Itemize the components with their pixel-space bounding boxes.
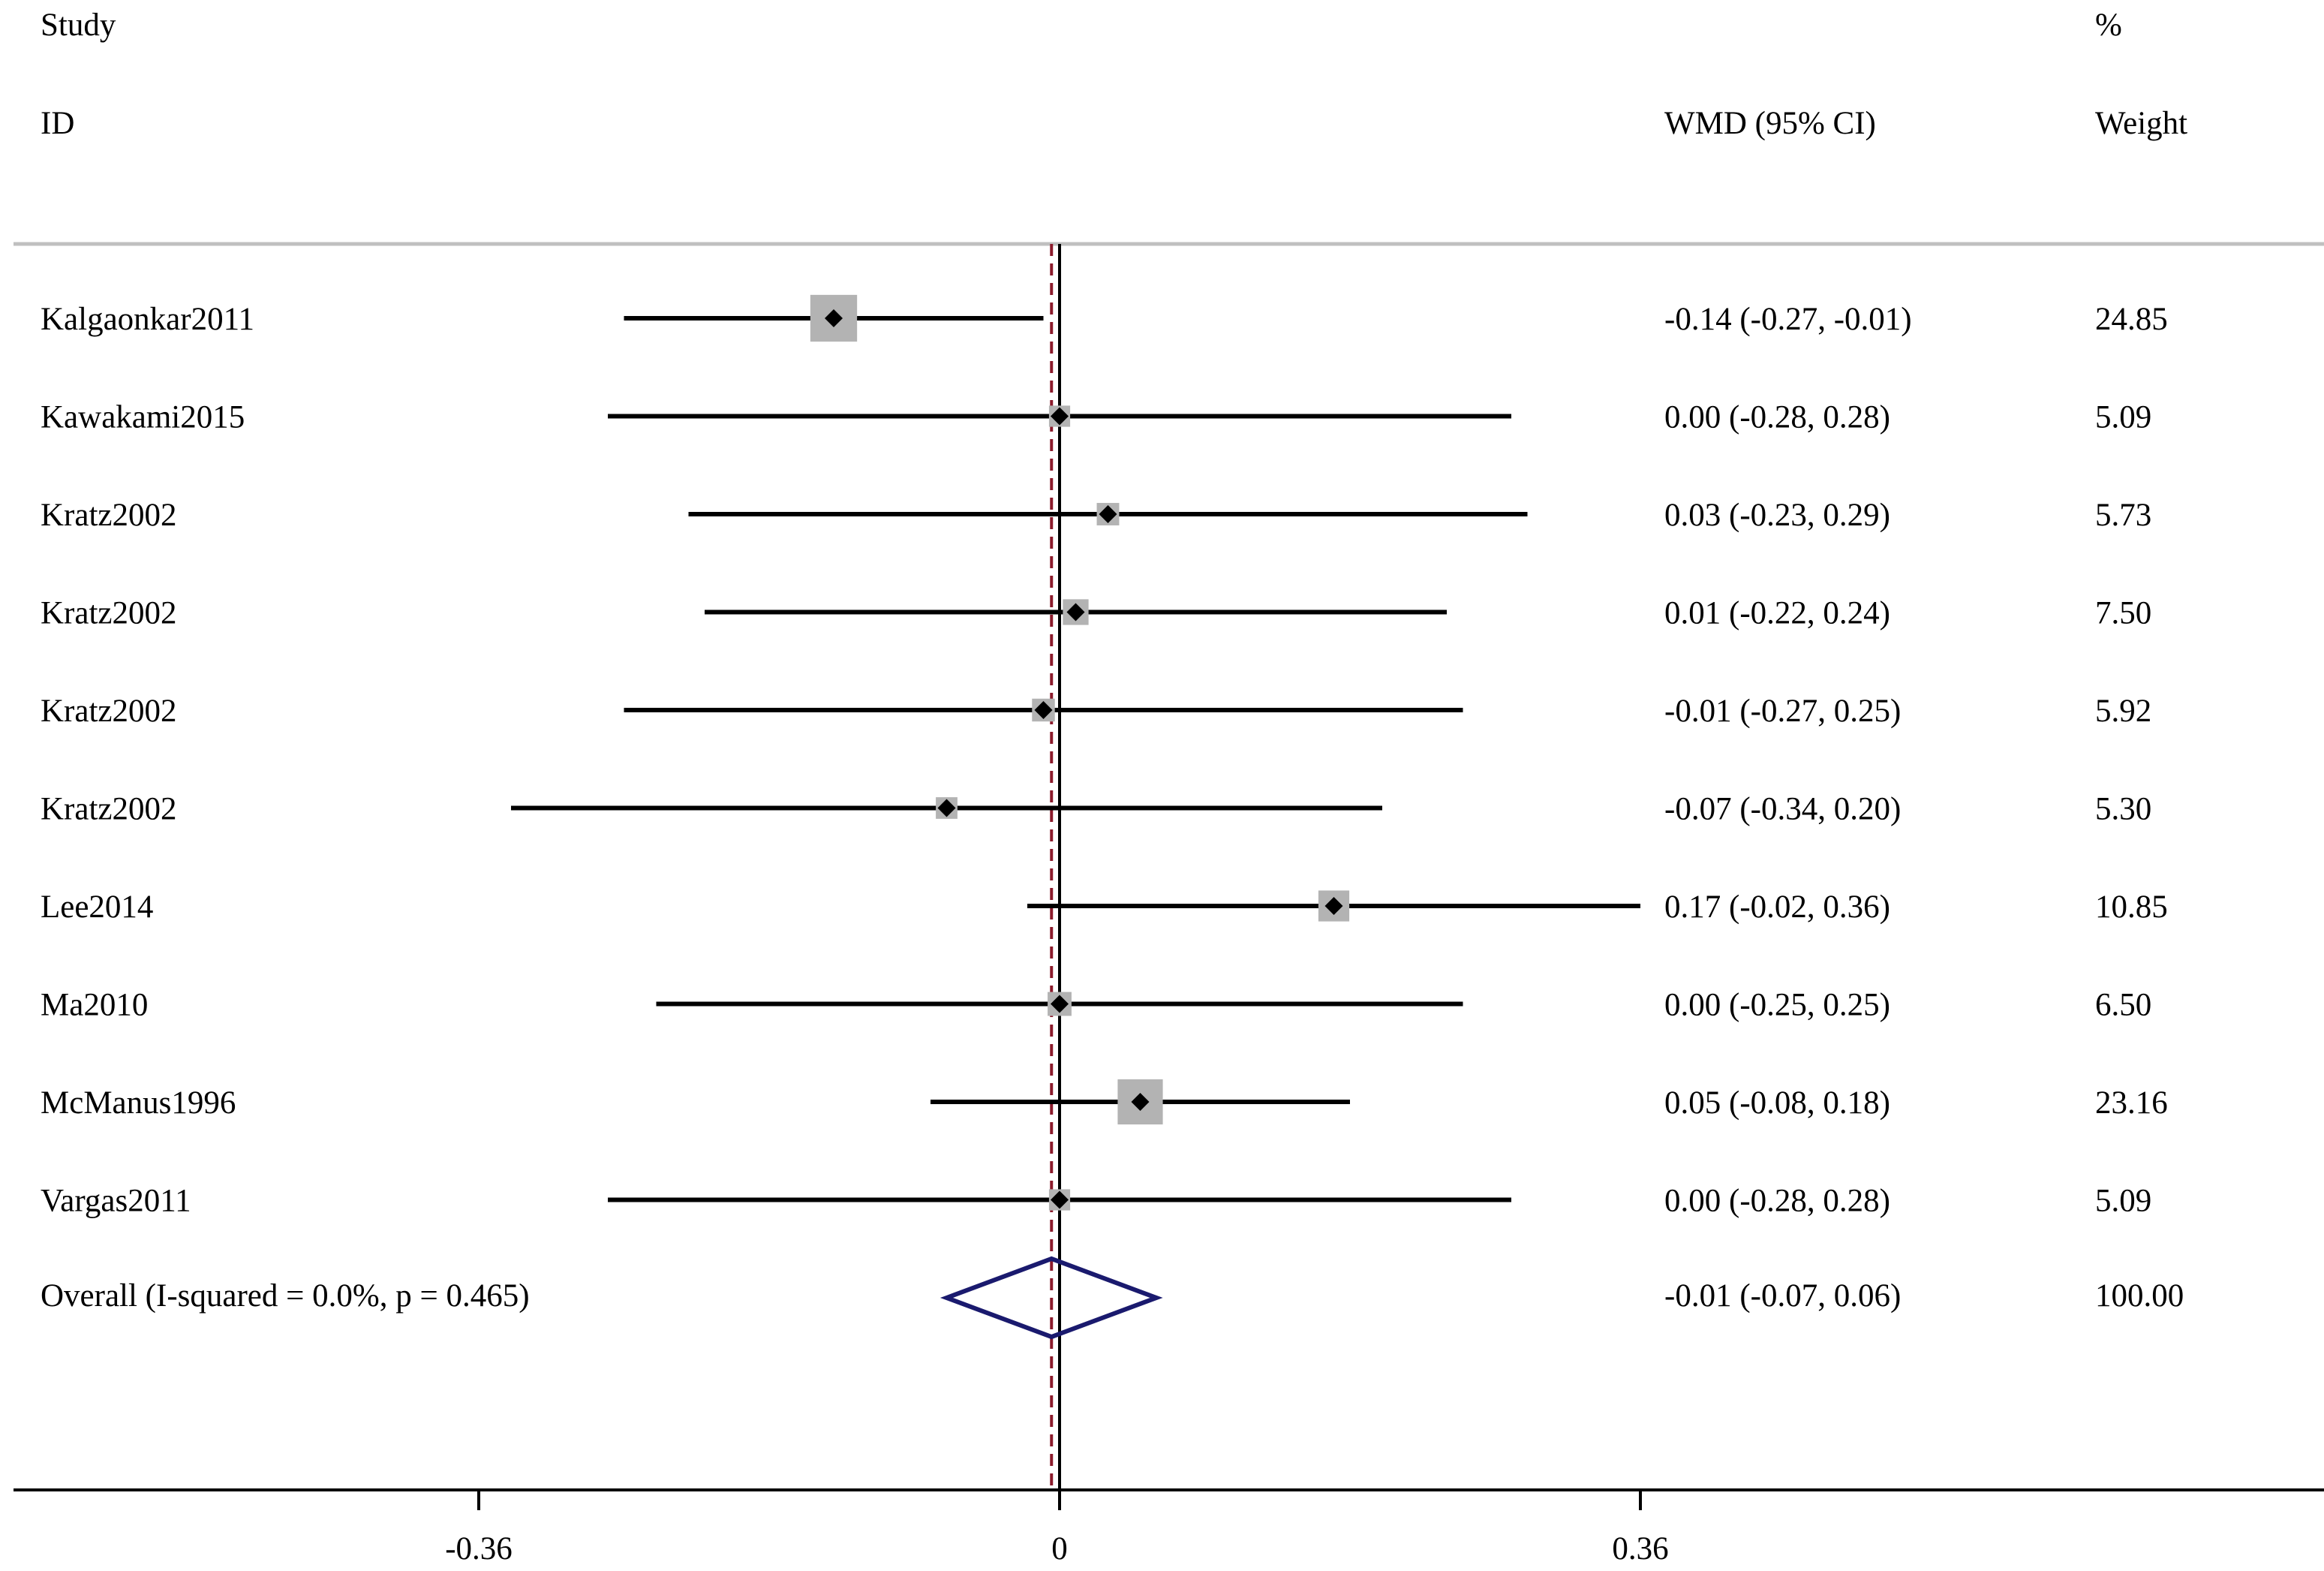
study-weight-text: 5.30 [2095, 792, 2151, 827]
study-weight-text: 5.09 [2095, 1184, 2151, 1219]
header-effect: WMD (95% CI) [1664, 106, 1876, 141]
study-label: Kawakami2015 [41, 400, 245, 435]
study-ci-text: 0.01 (-0.22, 0.24) [1664, 596, 1890, 631]
study-point-estimate [1324, 897, 1343, 915]
study-point-estimate [1051, 1190, 1069, 1209]
study-ci-text: 0.00 (-0.28, 0.28) [1664, 400, 1890, 435]
study-ci-text: 0.03 (-0.23, 0.29) [1664, 498, 1890, 533]
study-weight-text: 6.50 [2095, 988, 2151, 1023]
header-weight: Weight [2095, 106, 2187, 141]
study-label: Vargas2011 [41, 1184, 191, 1219]
study-point-estimate [1051, 995, 1069, 1013]
study-weight-text: 5.92 [2095, 694, 2151, 729]
overall-diamond [940, 1256, 1163, 1340]
study-label: Kratz2002 [41, 596, 177, 631]
study-ci-text: 0.17 (-0.02, 0.36) [1664, 889, 1890, 925]
study-ci-text: 0.00 (-0.28, 0.28) [1664, 1184, 1890, 1219]
x-tick-label: 0 [1051, 1531, 1068, 1566]
study-point-estimate [825, 309, 843, 327]
study-label: Kalgaonkar2011 [41, 302, 254, 337]
study-label: Ma2010 [41, 988, 148, 1023]
study-label: Kratz2002 [41, 792, 177, 827]
study-weight-text: 23.16 [2095, 1085, 2168, 1121]
x-tick-label: 0.36 [1612, 1531, 1668, 1566]
x-tick-label: -0.36 [445, 1531, 513, 1566]
study-weight-text: 5.73 [2095, 498, 2151, 533]
study-weight-text: 5.09 [2095, 400, 2151, 435]
study-point-estimate [1066, 603, 1085, 621]
study-ci-text: -0.14 (-0.27, -0.01) [1664, 302, 1912, 337]
study-ci-text: -0.07 (-0.34, 0.20) [1664, 792, 1901, 827]
header-percent: % [2095, 8, 2122, 43]
header-study: Study [41, 8, 116, 43]
study-label: Lee2014 [41, 889, 153, 925]
study-label: McManus1996 [41, 1085, 236, 1121]
header-id: ID [41, 106, 74, 141]
study-weight-text: 10.85 [2095, 889, 2168, 925]
study-weight-text: 24.85 [2095, 302, 2168, 337]
study-ci-text: 0.00 (-0.25, 0.25) [1664, 988, 1890, 1023]
overall-ci-text: -0.01 (-0.07, 0.06) [1664, 1278, 1901, 1314]
overall-weight-text: 100.00 [2095, 1278, 2184, 1314]
overall-label: Overall (I-squared = 0.0%, p = 0.465) [41, 1278, 530, 1314]
study-point-estimate [1099, 505, 1117, 523]
study-point-estimate [1131, 1093, 1150, 1111]
study-weight-text: 7.50 [2095, 596, 2151, 631]
x-axis-ticks: -0.36 0 0.36 [445, 1490, 1669, 1566]
study-point-estimate [937, 799, 956, 817]
study-rows: Kalgaonkar2011 -0.14 (-0.27, -0.01) 24.85 K… [41, 294, 2168, 1219]
study-point-estimate [1034, 701, 1053, 719]
study-ci-text: -0.01 (-0.27, 0.25) [1664, 694, 1901, 729]
study-ci-text: 0.05 (-0.08, 0.18) [1664, 1085, 1890, 1121]
study-label: Kratz2002 [41, 694, 177, 729]
study-label: Kratz2002 [41, 498, 177, 533]
study-point-estimate [1051, 407, 1069, 426]
